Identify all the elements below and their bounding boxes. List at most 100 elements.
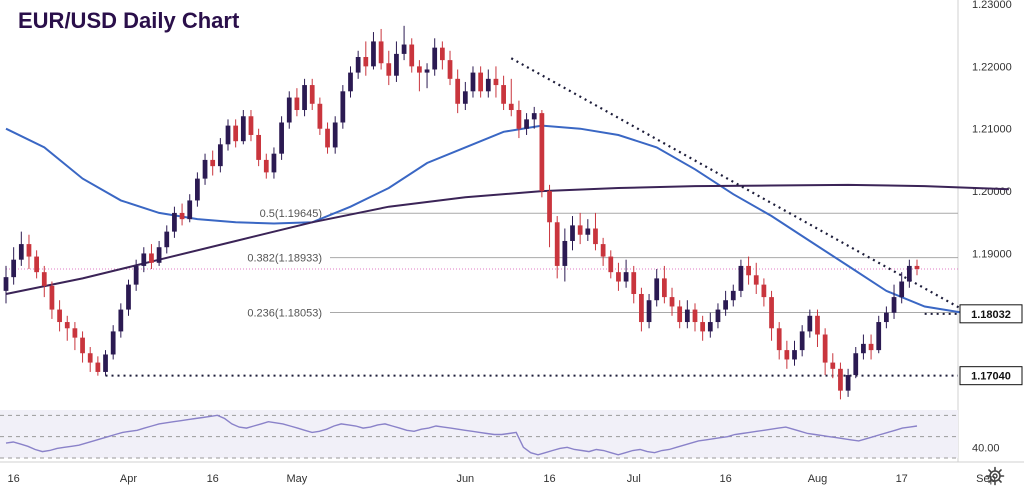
candle-body [133,265,139,285]
candle-body [723,300,728,310]
candle-body [784,350,790,360]
candle-body [57,309,62,323]
candle-up [18,231,24,266]
x-tick-label: May [287,473,308,485]
candle-down [830,353,836,379]
candle-body [462,91,468,104]
candle-body [172,212,177,232]
candle-body [746,265,751,276]
candle-up [133,259,139,291]
candle-down [761,278,767,307]
x-tick-label: 17 [896,473,908,485]
candle-up [684,300,690,329]
candle-body [95,362,101,372]
candle-down [516,100,522,139]
candle-down [95,356,101,376]
candle-body [363,57,369,67]
candle-body [470,72,476,92]
candle-up [562,228,568,282]
candle-body [332,122,338,148]
candle-down [493,66,499,98]
candle-down [41,265,47,298]
candle-body [891,297,897,313]
candle-body [868,343,874,351]
candle-down [263,153,269,179]
candle-down [409,38,415,73]
candle-body [677,306,683,323]
fib-level-label: 0.236(1.18053) [247,308,322,320]
candle-up [103,350,108,376]
candle-up [202,153,208,185]
candle-body [3,277,9,291]
downtrend-line [510,57,972,315]
candle-down [508,78,514,117]
candle-up [3,265,9,304]
candle-up [646,293,652,329]
candle-body [302,85,307,111]
candle-body [447,60,453,79]
candle-down [478,66,484,98]
candle-up [899,272,905,304]
candle-body [409,44,415,67]
candle-body [156,247,162,263]
candle-body [531,113,537,120]
candle-body [248,116,254,135]
candle-up [884,306,889,329]
candle-up [172,206,177,238]
candle-body [508,103,514,111]
candle-down [80,331,85,363]
candle-down [179,203,185,226]
candle-down [838,362,843,400]
moving-average-long-line [5,183,1009,295]
candle-up [853,346,859,379]
candle-up [332,116,338,154]
candle-body [294,97,300,111]
candle-body [547,191,552,223]
candle-body [424,69,430,73]
candle-up [195,172,200,207]
candle-body [707,322,713,332]
candle-down [868,334,874,360]
candle-up [355,50,361,79]
x-tick-label: 16 [8,473,20,485]
candle-body [478,72,484,92]
candle-body [217,144,223,167]
candle-body [233,125,239,142]
candle-down [815,309,820,347]
candle-body [225,125,231,145]
candle-body [309,85,315,104]
candle-up [470,66,476,98]
candle-body [279,122,284,154]
candle-body [126,284,131,310]
candle-body [103,354,108,372]
candle-up [861,334,866,360]
candle-up [585,219,591,241]
candle-body [570,225,575,241]
candle-body [378,41,384,64]
candle-down [639,287,644,332]
candle-body [501,85,506,104]
candle-body [639,293,644,323]
candle-down [631,265,637,304]
candle-down [325,122,330,154]
candle-body [792,350,797,360]
candle-body [715,309,721,323]
candle-body [761,284,767,298]
candle-body [110,331,116,355]
gear-icon[interactable] [985,466,1005,486]
candle-body [432,47,438,70]
candle-down [256,128,262,167]
candle-body [455,78,461,104]
candle-up [432,38,438,76]
candle-body [394,53,399,76]
candle-down [233,119,239,148]
candle-up [240,110,246,145]
candle-down [447,50,453,86]
fib-level-label: 0.5(1.19645) [260,208,322,220]
candle-body [286,97,292,123]
candle-body [684,309,690,323]
candle-body [80,337,85,354]
candle-body [164,231,170,248]
candle-body [876,322,882,351]
